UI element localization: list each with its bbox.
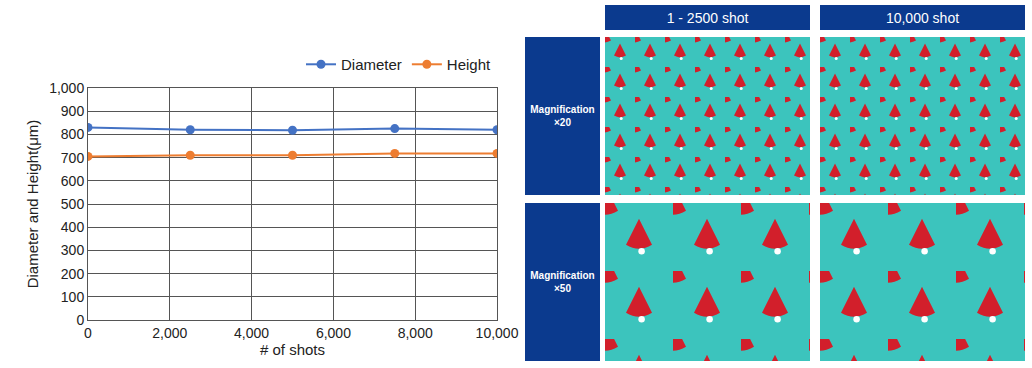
- svg-text:4,000: 4,000: [234, 325, 269, 341]
- svg-text:400: 400: [61, 219, 85, 235]
- html-text:10,000 shot: 10,000 shot: [885, 9, 960, 26]
- svg-text:Diameter and Height(μm): Diameter and Height(μm): [24, 120, 41, 289]
- svg-text:200: 200: [61, 266, 85, 282]
- html-text:Magnification ×20: Magnification ×20: [530, 104, 595, 128]
- svg-text:0: 0: [76, 312, 84, 328]
- svg-text:# of shots: # of shots: [260, 341, 325, 358]
- svg-text:900: 900: [61, 103, 85, 119]
- svg-text:800: 800: [61, 126, 85, 142]
- svg-text:10,000: 10,000: [476, 325, 519, 341]
- svg-text:1,000: 1,000: [49, 80, 84, 96]
- svg-text:300: 300: [61, 242, 85, 258]
- svg-text:6,000: 6,000: [316, 325, 351, 341]
- svg-text:500: 500: [61, 196, 85, 212]
- svg-text:Diameter: Diameter: [341, 56, 402, 73]
- svg-text:0: 0: [84, 325, 92, 341]
- html-text:Magnification ×50: Magnification ×50: [530, 270, 595, 294]
- svg-text:2,000: 2,000: [152, 325, 187, 341]
- svg-text:100: 100: [61, 289, 85, 305]
- svg-text:600: 600: [61, 173, 85, 189]
- html-text:1 - 2500 shot: 1 - 2500 shot: [666, 9, 749, 26]
- svg-text:700: 700: [61, 150, 85, 166]
- svg-text:Height: Height: [447, 56, 491, 73]
- svg-text:8,000: 8,000: [398, 325, 433, 341]
